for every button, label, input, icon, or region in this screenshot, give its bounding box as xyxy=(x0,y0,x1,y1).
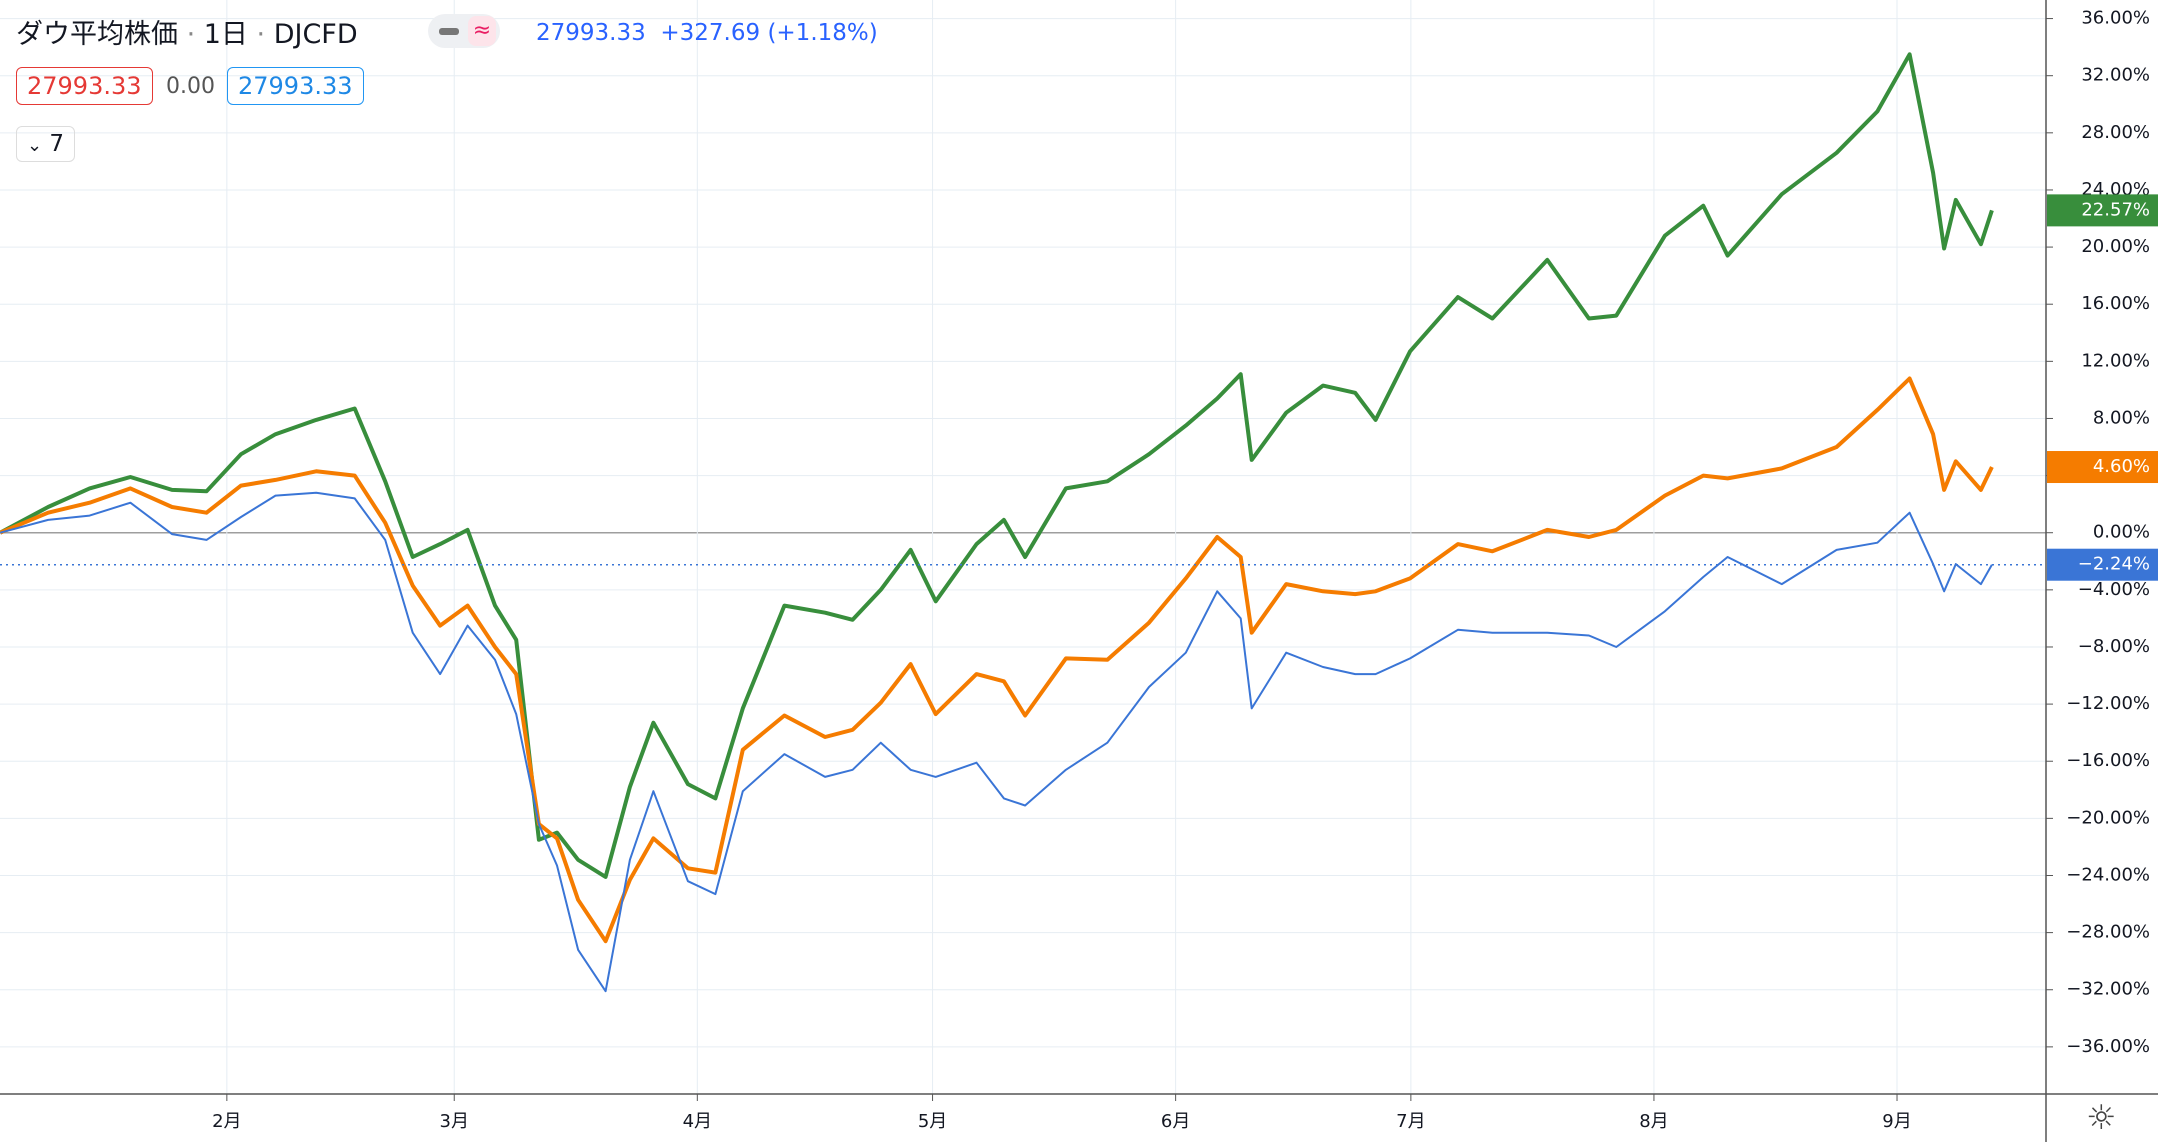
x-tick-label: 7月 xyxy=(1396,1111,1425,1132)
y-tick-label: 28.00% xyxy=(2081,122,2150,143)
close-box[interactable]: 27993.33 xyxy=(227,67,364,105)
settings-icon[interactable]: ☼ xyxy=(2086,1098,2117,1138)
y-tick-label: 32.00% xyxy=(2081,65,2150,86)
symbol: ダウ平均株価 xyxy=(16,19,178,50)
series-line xyxy=(0,491,1993,993)
change-pct: (+1.18%) xyxy=(767,20,878,46)
y-tick-label: 0.00% xyxy=(2093,522,2150,543)
y-tick-label: −4.00% xyxy=(2078,579,2150,600)
x-tick-label: 3月 xyxy=(440,1111,469,1132)
interval: 1日 xyxy=(203,19,248,50)
series-line xyxy=(0,52,1994,879)
indicator-count: 7 xyxy=(49,131,65,157)
chart-title: ダウ平均株価 · 1日 · DJCFD xyxy=(16,19,358,50)
last-value-label: 22.57% xyxy=(2081,199,2150,220)
y-tick-label: −12.00% xyxy=(2066,693,2150,714)
last-value-label: 4.60% xyxy=(2093,456,2150,477)
y-tick-label: −24.00% xyxy=(2066,864,2150,885)
y-tick-label: −36.00% xyxy=(2066,1036,2150,1057)
last-value-box xyxy=(2047,194,2158,227)
change: +327.69 xyxy=(660,20,761,46)
x-tick-label: 6月 xyxy=(1161,1111,1190,1132)
indicator-toggle[interactable]: ⌄ 7 xyxy=(16,126,76,162)
price-info: 27993.33 +327.69 (+1.18%) xyxy=(536,20,878,46)
y-tick-label: −28.00% xyxy=(2066,922,2150,943)
x-tick-label: 4月 xyxy=(683,1111,712,1132)
last-value-box xyxy=(2047,451,2158,484)
style-badge[interactable]: ≈ xyxy=(428,14,500,48)
x-tick-label: 8月 xyxy=(1639,1111,1668,1132)
diff: 0.00 xyxy=(166,74,215,99)
y-tick-label: 20.00% xyxy=(2081,236,2150,257)
x-tick-label: 5月 xyxy=(918,1111,947,1132)
series-line xyxy=(0,376,1994,944)
exchange: DJCFD xyxy=(273,19,358,50)
y-tick-label: −8.00% xyxy=(2078,636,2150,657)
x-tick-label: 2月 xyxy=(212,1111,241,1132)
y-tick-label: −32.00% xyxy=(2066,979,2150,1000)
y-tick-label: 36.00% xyxy=(2081,8,2150,29)
last-value-box xyxy=(2047,548,2158,581)
y-tick-label: 16.00% xyxy=(2081,293,2150,314)
price: 27993.33 xyxy=(536,20,646,46)
y-tick-label: 12.00% xyxy=(2081,350,2150,371)
x-tick-label: 9月 xyxy=(1882,1111,1911,1132)
open-box[interactable]: 27993.33 xyxy=(16,67,153,105)
y-tick-label: −16.00% xyxy=(2066,750,2150,771)
y-tick-label: 8.00% xyxy=(2093,407,2150,428)
last-value-label: −2.24% xyxy=(2078,554,2150,575)
y-tick-label: −20.00% xyxy=(2066,807,2150,828)
